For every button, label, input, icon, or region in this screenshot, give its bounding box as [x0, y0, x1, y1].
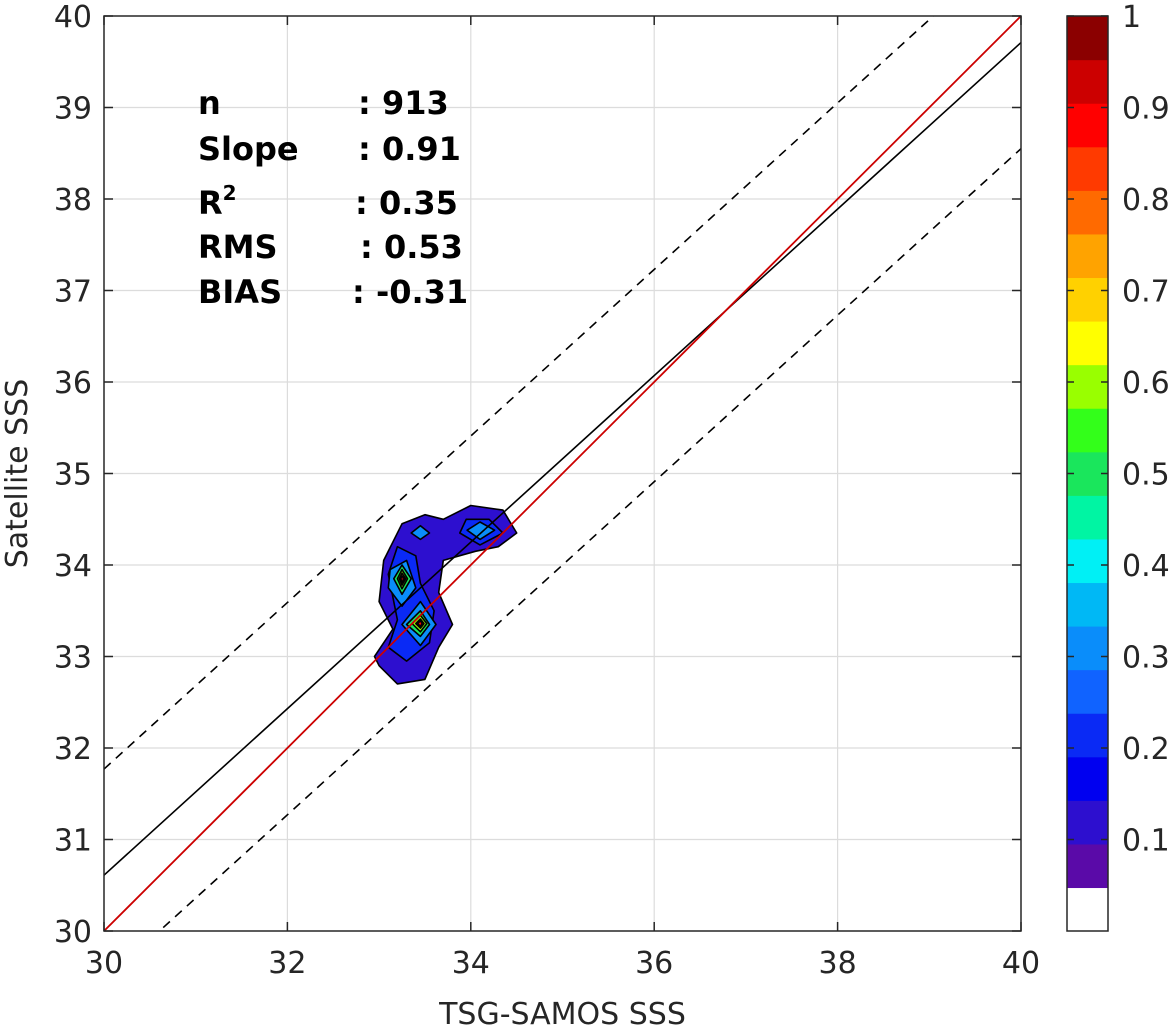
grid [104, 16, 1021, 931]
y-axis-label: Satellite SSS [0, 379, 35, 569]
colorbar-tick-label-0: 0.1 [1122, 824, 1170, 859]
stat-value-2: : 0.35 [355, 184, 458, 222]
colorbar-segment-11 [1067, 408, 1108, 453]
colorbar-segment-15 [1067, 233, 1108, 279]
x-tick-label-0: 30 [85, 946, 123, 981]
colorbar-segment-2 [1067, 800, 1108, 845]
stat-value-0: : 913 [358, 84, 449, 122]
upper-bound-line [104, 16, 935, 770]
y-tick-label-7: 37 [54, 275, 92, 310]
y-tick-label-3: 33 [54, 641, 92, 676]
stat-value-1: : 0.91 [358, 130, 461, 168]
fit-line [104, 41, 1021, 876]
colorbar-segment-1 [1067, 843, 1108, 889]
density-region-14 [416, 619, 424, 628]
y-tick-label-5: 35 [54, 458, 92, 493]
stat-label-sup-2: 2 [223, 181, 237, 205]
density-contours [373, 504, 518, 685]
lower-bound-line [158, 148, 1021, 931]
colorbar-tick-label-1: 0.2 [1122, 732, 1170, 767]
x-tick-label-1: 32 [268, 946, 306, 981]
colorbar-segment-6 [1067, 626, 1108, 671]
colorbar-segment-3 [1067, 756, 1108, 801]
x-tick-label-5: 40 [1002, 946, 1040, 981]
colorbar-segment-18 [1067, 103, 1108, 148]
colorbar-segment-8 [1067, 538, 1108, 584]
colorbar-segment-14 [1067, 277, 1108, 322]
colorbar-tick-label-3: 0.4 [1122, 549, 1170, 584]
colorbar-segment-16 [1067, 190, 1108, 235]
colorbar: 0.1 0.2 0.3 0.4 0.5 0.6 0.7 0.8 0.9 1 [1066, 0, 1170, 932]
axis-ticks: 30 32 34 36 38 40 30 31 32 33 34 35 36 37 38 39 40 [54, 0, 1040, 981]
stat-label-4: BIAS [198, 273, 282, 311]
y-tick-label-0: 30 [54, 915, 92, 950]
stat-label-0: n [198, 84, 221, 122]
stat-label-2: R2 [198, 181, 237, 222]
x-tick-label-4: 38 [819, 946, 857, 981]
density-region-13 [399, 575, 406, 584]
y-tick-label-1: 31 [54, 824, 92, 859]
y-tick-label-6: 36 [54, 366, 92, 401]
colorbar-segment-20 [1067, 16, 1108, 61]
y-tick-label-4: 34 [54, 549, 92, 584]
colorbar-tick-label-8: 0.9 [1122, 92, 1170, 127]
colorbar-segment-19 [1067, 59, 1108, 104]
x-tick-label-3: 36 [635, 946, 673, 981]
colorbar-tick-label-2: 0.3 [1122, 641, 1170, 676]
colorbar-tick-label-6: 0.7 [1122, 275, 1170, 310]
density-region-6 [410, 524, 431, 541]
regression-lines [104, 16, 1021, 931]
colorbar-segment-5 [1067, 669, 1108, 714]
colorbar-tick-label-5: 0.6 [1122, 366, 1170, 401]
x-axis-label: TSG-SAMOS SSS [438, 997, 686, 1028]
stats-annotation: n : 913 Slope : 0.91 R2 : 0.35 RMS : 0.53 BIAS : … [198, 84, 468, 311]
one-to-one-line [104, 16, 1021, 931]
colorbar-segment-12 [1067, 364, 1108, 409]
y-tick-label-10: 40 [54, 0, 92, 35]
stat-label-3: RMS [198, 228, 278, 266]
x-tick-label-2: 34 [452, 946, 490, 981]
stat-value-4: : -0.31 [352, 273, 468, 311]
colorbar-tick-label-9: 1 [1122, 0, 1141, 35]
colorbar-tick-label-7: 0.8 [1122, 183, 1170, 218]
colorbar-segment-13 [1067, 321, 1108, 366]
colorbar-segment-9 [1067, 495, 1108, 540]
colorbar-segment-7 [1067, 582, 1108, 627]
colorbar-segment-17 [1067, 146, 1108, 191]
colorbar-segment-0 [1067, 887, 1108, 932]
stat-value-3: : 0.53 [360, 228, 463, 266]
y-tick-label-8: 38 [54, 183, 92, 218]
stat-label-1: Slope [198, 130, 299, 168]
y-tick-label-9: 39 [54, 92, 92, 127]
colorbar-tick-label-4: 0.5 [1122, 458, 1170, 493]
colorbar-segment-4 [1067, 713, 1108, 758]
y-tick-label-2: 32 [54, 732, 92, 767]
